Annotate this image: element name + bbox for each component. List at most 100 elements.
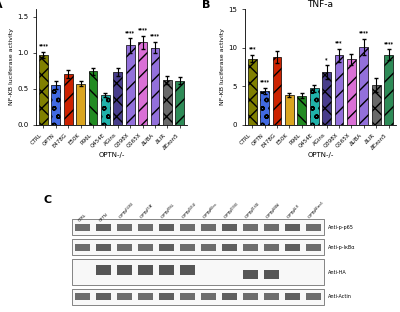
Text: *: * [325,57,328,62]
Bar [264,244,280,251]
Bar [138,244,154,251]
Bar [88,71,98,124]
Bar [72,239,324,255]
Bar [180,266,196,275]
Text: OPTN$^{ΔLIR}$: OPTN$^{ΔLIR}$ [284,203,304,222]
Bar [359,47,368,124]
Bar [96,244,112,251]
Text: CTRL: CTRL [78,213,88,222]
Text: ****: **** [38,43,48,48]
Text: OPTN$^{R96L}$: OPTN$^{R96L}$ [158,202,178,222]
Text: OPTN$^{Q398X}$: OPTN$^{Q398X}$ [221,200,243,222]
Bar [138,266,154,275]
Bar [158,266,174,275]
Bar [158,293,174,300]
Bar [175,80,184,124]
Text: Anti-p-IκBα: Anti-p-IκBα [328,245,355,250]
Bar [222,293,238,300]
Bar [306,293,322,300]
Text: OPTN$^{AGins}$: OPTN$^{AGins}$ [200,202,221,222]
Text: ****: **** [384,41,394,46]
Bar [272,57,282,124]
Bar [200,244,216,251]
Text: B: B [202,0,211,10]
X-axis label: OPTN-/-: OPTN-/- [98,152,125,158]
Bar [285,95,294,124]
Bar [242,223,258,231]
Bar [310,89,319,124]
Bar [222,244,238,251]
Bar [180,244,196,251]
Bar [297,96,306,124]
Bar [384,55,393,124]
Bar [113,72,122,124]
Bar [264,271,280,279]
Bar [72,259,324,285]
Bar [96,266,112,275]
Title: TNF-a: TNF-a [307,0,333,9]
Bar [222,223,238,231]
Bar [116,244,132,251]
Bar [96,223,112,231]
Bar [96,293,112,300]
Bar [264,293,280,300]
Bar [306,223,322,231]
Text: ***: *** [248,46,256,51]
Bar [116,223,132,231]
Bar [242,293,258,300]
Bar [242,271,258,279]
X-axis label: OPTN-/-: OPTN-/- [307,152,334,158]
Bar [101,95,110,124]
Text: Anti-p-p65: Anti-p-p65 [328,225,354,230]
Bar [74,244,90,251]
Text: OPTN$^{ΔUBA}$: OPTN$^{ΔUBA}$ [263,202,284,222]
Text: OPTN$^{Q454E}$: OPTN$^{Q454E}$ [179,201,201,222]
Bar [138,223,154,231]
Text: ****: **** [150,33,160,38]
Bar [284,244,300,251]
Bar [180,293,196,300]
Bar [334,56,344,124]
Bar [39,55,48,124]
Bar [64,74,73,124]
Text: OPTN$^{Q165X}$: OPTN$^{Q165X}$ [242,200,264,222]
Bar [284,293,300,300]
Bar [163,80,172,124]
Bar [322,72,331,124]
Bar [150,47,160,124]
Bar [72,219,324,235]
Bar [264,223,280,231]
Bar [260,91,269,124]
Text: OPTN$^{E50K}$: OPTN$^{E50K}$ [137,202,158,222]
Y-axis label: NF-KB luciferase activity: NF-KB luciferase activity [9,28,14,105]
Text: ****: **** [138,27,148,32]
Bar [74,223,90,231]
Bar [372,85,381,124]
Text: Anti-Actin: Anti-Actin [328,294,352,299]
Text: OPTN$^{E478G}$: OPTN$^{E478G}$ [116,201,138,222]
Bar [306,244,322,251]
Text: ***: *** [335,40,343,45]
Bar [284,223,300,231]
Text: ****: **** [359,30,369,35]
Bar [158,244,174,251]
Bar [180,223,196,231]
Bar [72,289,324,305]
Bar [200,293,216,300]
Bar [158,223,174,231]
Bar [200,223,216,231]
Bar [138,42,147,124]
Bar [347,59,356,124]
Bar [116,293,132,300]
Bar [248,59,257,124]
Text: A: A [0,0,2,10]
Text: ****: **** [125,30,135,35]
Bar [126,45,135,124]
Text: ****: **** [260,79,270,84]
Bar [242,244,258,251]
Bar [74,293,90,300]
Bar [138,293,154,300]
Bar [51,85,60,124]
Bar [116,266,132,275]
Text: Anti-HA: Anti-HA [328,270,346,275]
